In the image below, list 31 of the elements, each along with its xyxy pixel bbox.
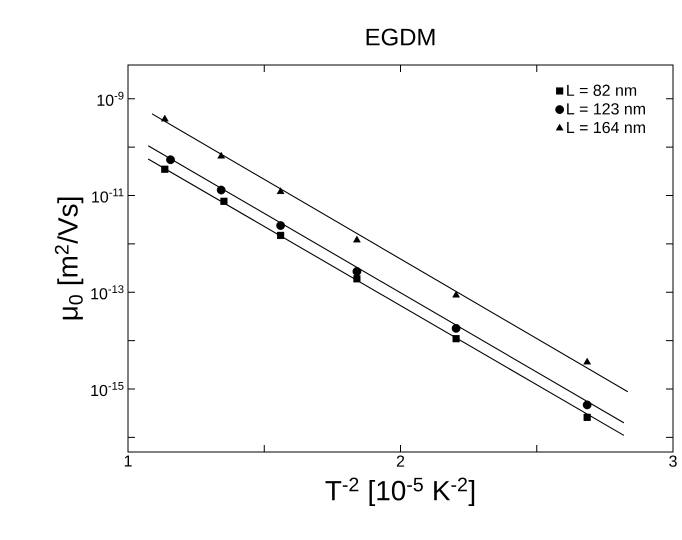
point	[276, 221, 285, 230]
point	[160, 114, 169, 122]
y-tick-label: 10$^{-13}$	[91, 285, 124, 300]
x-tick-label: 1	[124, 456, 132, 466]
point	[352, 267, 362, 276]
y-tick-label: 10$^{-11}$	[92, 188, 124, 203]
point	[217, 152, 226, 159]
point	[216, 186, 226, 194]
point	[584, 414, 591, 421]
point	[161, 166, 168, 173]
point	[220, 198, 228, 205]
point	[353, 275, 360, 282]
x-tick-label: 3	[669, 456, 677, 467]
legend-label: L = 82 nm	[567, 84, 636, 96]
x-tick-label: 2	[396, 456, 404, 467]
point	[166, 155, 175, 164]
point	[277, 232, 284, 239]
point	[452, 335, 460, 342]
y-tick-label: 10$^{-15}$	[91, 382, 124, 396]
legend-label: L = 123 nm	[567, 103, 645, 115]
point	[452, 324, 460, 333]
y-tick-label: 10$^{-9}$	[98, 92, 124, 106]
point	[583, 358, 591, 364]
chart-title: EGDM	[366, 28, 434, 46]
point	[276, 187, 284, 194]
x-axis-title: T$^{-2}$ [10$^{-5}$ K$^{-2}$]	[326, 478, 474, 506]
legend-label: L = 164 nm	[567, 122, 645, 134]
point	[582, 400, 592, 410]
y-axis-title: μ$_{0}$ [m$^{2}$/Vs]	[54, 198, 84, 320]
point	[452, 290, 460, 298]
point	[353, 236, 361, 242]
